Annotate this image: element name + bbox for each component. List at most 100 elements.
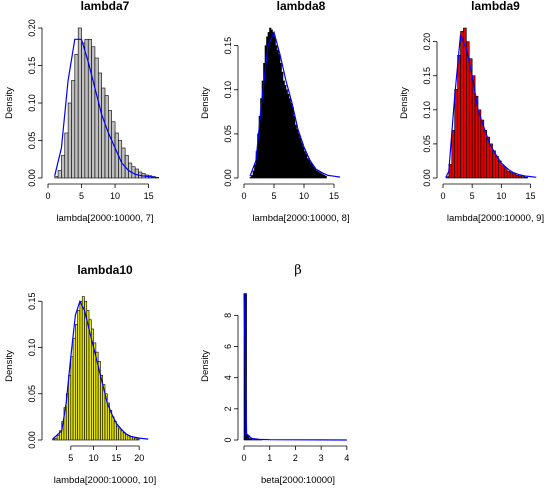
histogram-bar: [324, 175, 327, 179]
histogram-bar: [120, 430, 124, 441]
histogram-bar: [515, 174, 520, 179]
histogram-bar: [506, 170, 511, 179]
histogram-bar: [57, 170, 62, 179]
histogram-bar: [480, 119, 485, 179]
y-tick-label: 0.05: [422, 135, 432, 153]
chart-title: lambda9: [471, 0, 520, 13]
x-axis-label: lambda[2000:10000, 7]: [56, 213, 153, 224]
histogram-bar: [61, 155, 66, 179]
histogram-bar: [463, 27, 467, 179]
y-tick-label: 2: [223, 406, 233, 411]
x-tick-label: 10: [299, 191, 309, 201]
x-tick-label: 5: [79, 191, 84, 201]
density-curve: [52, 299, 149, 440]
histogram-bar: [81, 42, 86, 179]
x-tick-label: 0: [45, 191, 50, 201]
chart-panel-1: lambda7 0 5 10 15 0.00 0.05 0.10 0.15 0.20 lambda[…: [4, 0, 159, 224]
histogram-bar: [134, 168, 139, 179]
x-tick-label: 5: [68, 453, 73, 463]
y-tick-label: 6: [223, 344, 233, 349]
y-tick-label: 0.15: [27, 292, 37, 310]
y-tick-label: 0.15: [27, 57, 37, 75]
histogram-bar: [518, 175, 523, 179]
y-tick-label: 4: [223, 375, 233, 380]
histogram-bar: [460, 31, 464, 179]
y-axis-label: Density: [4, 350, 15, 382]
histogram-bar: [495, 155, 499, 179]
histogram-bar: [524, 177, 528, 179]
histogram-bar: [134, 437, 138, 441]
density-curve: [445, 34, 537, 178]
histogram-bar: [521, 176, 525, 179]
histogram-bar: [503, 167, 508, 179]
y-tick-label: 8: [223, 313, 233, 318]
y-axis-label: Density: [200, 350, 211, 382]
y-tick-label: 0.15: [223, 37, 233, 55]
histogram-bar: [454, 89, 458, 179]
y-tick-label: 0.05: [27, 385, 37, 403]
y-tick-label: 0.00: [27, 431, 37, 449]
x-tick-label: 2: [293, 453, 298, 463]
histogram-bar: [91, 46, 96, 179]
x-tick-label: 1: [267, 453, 272, 463]
histogram-bar: [79, 300, 83, 441]
x-tick-label: 0: [241, 453, 246, 463]
histogram-bar: [483, 129, 488, 179]
histogram-bar: [451, 129, 455, 179]
histogram-bar: [77, 310, 81, 441]
y-tick-label: 0.00: [27, 169, 37, 187]
histogram-bar: [68, 374, 72, 441]
chart-panel-4: lambda10 5 10 15 20 0.00 0.05 0.10 0.15 lambda[20…: [4, 263, 156, 486]
histogram-bar: [492, 150, 496, 179]
x-tick-label: 15: [111, 453, 121, 463]
histogram-bar: [75, 324, 78, 441]
histogram-bar: [501, 165, 505, 179]
y-tick-label: 0.10: [422, 101, 432, 119]
x-tick-label: 5: [271, 191, 276, 201]
y-tick-label: 0.00: [223, 169, 233, 187]
histogram-bar: [104, 95, 109, 179]
x-axis-label: lambda[2000:10000, 8]: [252, 213, 349, 224]
x-tick-label: 0: [440, 191, 445, 201]
chart-panel-2: lambda8 0 5 10 15 0.00 0.05 0.10 0.15 lambda[2000…: [200, 0, 350, 224]
histogram-bar: [111, 121, 116, 179]
y-axis-label: Density: [4, 87, 15, 119]
histogram-bar: [154, 176, 159, 179]
histogram-bar: [74, 53, 79, 179]
chart-title: β: [294, 263, 302, 278]
histogram-bar: [113, 421, 117, 441]
histogram-bar: [84, 300, 88, 441]
y-axis-label: Density: [200, 87, 211, 119]
y-tick-label: 0.10: [27, 94, 37, 112]
histogram-bar: [94, 57, 99, 179]
density-curve: [54, 38, 156, 178]
histogram-bar: [101, 87, 106, 179]
histogram-bar: [111, 416, 115, 441]
histogram-bar: [248, 438, 253, 441]
histogram-bar: [54, 176, 59, 179]
chart-title: lambda10: [77, 263, 133, 277]
x-tick-label: 15: [144, 191, 154, 201]
x-tick-label: 4: [344, 453, 349, 463]
y-axis-label: Density: [399, 87, 410, 119]
histogram-bar: [116, 425, 119, 441]
x-tick-label: 5: [470, 191, 475, 201]
histogram-bar: [72, 337, 76, 441]
x-tick-label: 10: [496, 191, 506, 201]
y-tick-label: 0: [223, 437, 233, 442]
x-tick-label: 3: [319, 453, 324, 463]
density-curve: [249, 30, 341, 178]
y-tick-label: 0.05: [27, 132, 37, 150]
y-tick-label: 0.20: [27, 19, 37, 37]
histogram-bar: [136, 438, 140, 441]
histogram-bar: [77, 27, 82, 179]
histogram-bar: [477, 109, 482, 179]
histogram-bar: [81, 296, 85, 441]
histogram-bar: [509, 172, 514, 179]
x-tick-label: 10: [89, 453, 99, 463]
x-axis-label: lambda[2000:10000, 10]: [54, 475, 156, 486]
chart-panel-5: β 0 1 2 3 4 0 2 4 6 8 beta[2000:10000] Density: [200, 263, 349, 486]
histogram-bar: [118, 428, 122, 441]
y-tick-label: 0.15: [422, 67, 432, 85]
histogram-bar: [70, 356, 74, 441]
